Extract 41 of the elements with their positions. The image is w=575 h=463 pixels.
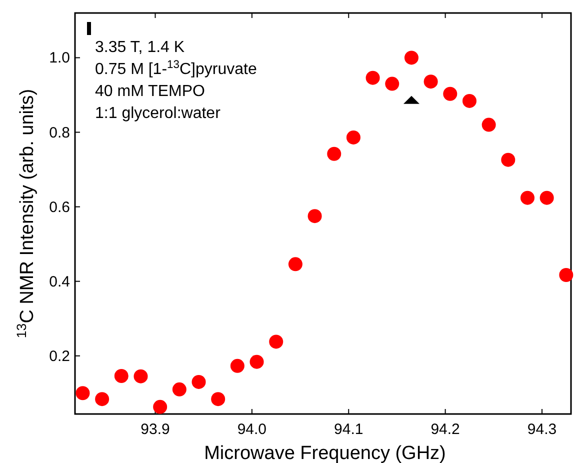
point [501, 152, 516, 167]
point [114, 368, 128, 383]
y-tick-label: 0.2 [49, 348, 70, 365]
point [76, 386, 90, 400]
y-tick-label: 1.0 [49, 50, 70, 67]
annotation: 0.75 M [1-$^{13}$C]pyruvate [95, 59, 257, 78]
point [559, 268, 574, 282]
point [192, 374, 206, 389]
point [424, 74, 438, 89]
point [288, 257, 302, 272]
point [540, 190, 554, 205]
point [269, 334, 284, 349]
x-tick-label: 93.9 [140, 421, 170, 438]
x-tick-label: 94.0 [237, 421, 267, 438]
x-tick-label: 94.1 [334, 421, 364, 438]
y-tick-label: 0.6 [49, 198, 70, 216]
point [230, 358, 244, 373]
point [520, 190, 534, 205]
point [385, 76, 400, 91]
y-tick-label: 0.4 [49, 273, 70, 290]
x-tick-label: 94.2 [430, 421, 460, 438]
point [482, 118, 496, 132]
point [250, 354, 264, 369]
annotation: 40 mM TEMPO [95, 83, 205, 100]
point [346, 130, 360, 144]
annotation: 1:1 glycerol:water [95, 105, 222, 122]
point [153, 400, 168, 414]
point [443, 86, 458, 101]
point [462, 94, 476, 108]
annotation: 3.35 T, 1.4 K [95, 39, 185, 56]
point [134, 369, 148, 384]
y-tick-label: 0.8 [49, 124, 70, 142]
point [95, 392, 110, 406]
x-tick-label: 94.3 [527, 421, 557, 438]
point [366, 70, 380, 85]
point [211, 392, 226, 406]
x-axis-title: Microwave Frequency (GHz) [204, 443, 446, 463]
point [404, 50, 418, 65]
point [327, 146, 342, 161]
point [172, 382, 186, 396]
point [308, 209, 322, 224]
